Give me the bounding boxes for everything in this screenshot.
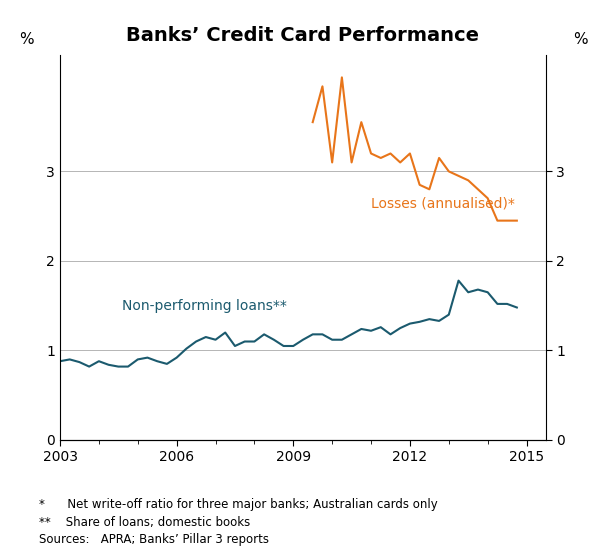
Title: Banks’ Credit Card Performance: Banks’ Credit Card Performance <box>127 26 479 45</box>
Text: Sources:   APRA; Banks’ Pillar 3 reports: Sources: APRA; Banks’ Pillar 3 reports <box>39 534 269 547</box>
Text: *      Net write-off ratio for three major banks; Australian cards only: * Net write-off ratio for three major ba… <box>39 498 438 511</box>
Text: %: % <box>573 32 587 47</box>
Text: %: % <box>19 32 33 47</box>
Text: Losses (annualised)*: Losses (annualised)* <box>371 196 515 210</box>
Text: Non-performing loans**: Non-performing loans** <box>122 299 287 313</box>
Text: **    Share of loans; domestic books: ** Share of loans; domestic books <box>39 516 250 529</box>
